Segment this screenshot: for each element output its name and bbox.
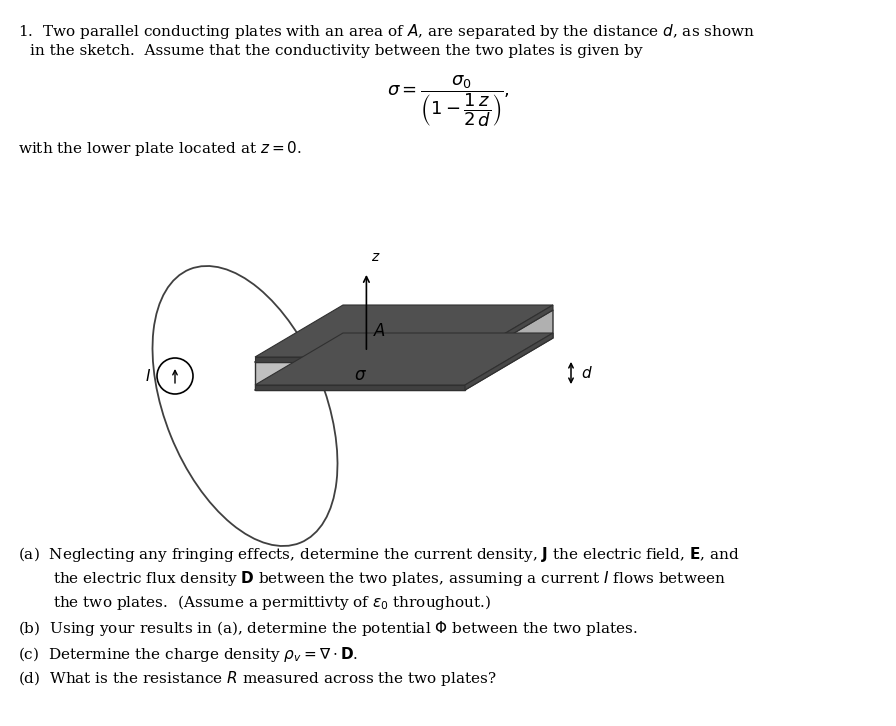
- Text: $z$: $z$: [372, 250, 381, 264]
- Polygon shape: [255, 357, 465, 362]
- Text: (a)  Neglecting any fringing effects, determine the current density, $\mathbf{J}: (a) Neglecting any fringing effects, det…: [18, 545, 739, 564]
- Text: (b)  Using your results in (a), determine the potential $\Phi$ between the two p: (b) Using your results in (a), determine…: [18, 619, 637, 638]
- Text: $d$: $d$: [581, 365, 593, 381]
- Text: $\sigma$: $\sigma$: [354, 367, 366, 385]
- Polygon shape: [255, 333, 553, 385]
- Text: in the sketch.  Assume that the conductivity between the two plates is given by: in the sketch. Assume that the conductiv…: [30, 44, 642, 58]
- Polygon shape: [465, 333, 553, 390]
- Polygon shape: [255, 385, 465, 390]
- Polygon shape: [255, 362, 465, 390]
- Text: the two plates.  (Assume a permittivty of $\epsilon_0$ throughout.): the two plates. (Assume a permittivty of…: [53, 593, 491, 612]
- Text: 1.  Two parallel conducting plates with an area of $A$, are separated by the dis: 1. Two parallel conducting plates with a…: [18, 22, 755, 41]
- Text: $\sigma = \dfrac{\sigma_0}{\left(1 - \dfrac{1}{2}\dfrac{z}{d}\right)},$: $\sigma = \dfrac{\sigma_0}{\left(1 - \df…: [386, 74, 510, 129]
- Text: $I$: $I$: [145, 368, 151, 384]
- Polygon shape: [255, 305, 553, 357]
- Text: (d)  What is the resistance $R$ measured across the two plates?: (d) What is the resistance $R$ measured …: [18, 669, 497, 688]
- Polygon shape: [465, 305, 553, 362]
- Text: with the lower plate located at $z = 0$.: with the lower plate located at $z = 0$.: [18, 139, 302, 158]
- Text: the electric flux density $\mathbf{D}$ between the two plates, assuming a curren: the electric flux density $\mathbf{D}$ b…: [53, 569, 726, 588]
- Circle shape: [157, 358, 193, 394]
- Text: $A$: $A$: [374, 322, 386, 340]
- Text: (c)  Determine the charge density $\rho_v = \nabla \cdot \mathbf{D}$.: (c) Determine the charge density $\rho_v…: [18, 645, 358, 664]
- Polygon shape: [255, 310, 553, 362]
- Polygon shape: [465, 310, 553, 390]
